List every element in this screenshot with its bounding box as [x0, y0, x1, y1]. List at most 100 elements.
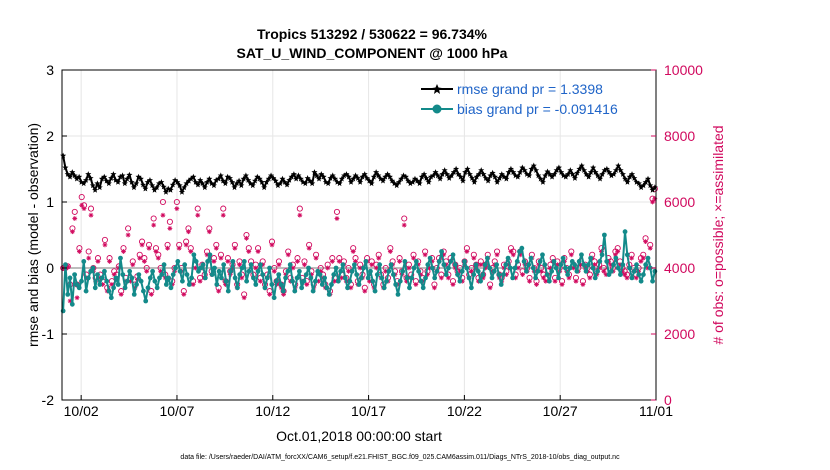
obs-assimilated-point: [253, 265, 259, 271]
bias-point: [588, 255, 594, 261]
bias-series: [60, 229, 658, 314]
y2-axis-label: # of obs: o=possible; ×=assimilated: [710, 125, 726, 344]
bias-point: [395, 292, 401, 297]
rmse-point: [448, 172, 455, 179]
rmse-point: [402, 173, 409, 180]
x-tick-label: 10/07: [159, 403, 194, 419]
bias-point: [257, 262, 263, 268]
obs-assimilated-point: [151, 222, 157, 228]
bias-point: [471, 272, 477, 277]
y-tick-label: 3: [46, 62, 54, 78]
rmse-point: [112, 177, 119, 183]
rmse-point: [466, 171, 473, 177]
rmse-point: [526, 172, 533, 179]
obs-assimilated-point: [269, 242, 275, 248]
bias-point: [452, 262, 458, 268]
bias-point: [480, 272, 486, 277]
rmse-point: [290, 171, 297, 177]
rmse-point: [146, 177, 153, 183]
rmse-point: [217, 172, 224, 179]
bias-point: [129, 275, 135, 281]
bias-point: [487, 265, 493, 271]
bias-point: [618, 272, 623, 277]
rmse-point: [87, 175, 94, 181]
rmse-point: [338, 175, 345, 182]
rmse-point: [304, 175, 311, 181]
bias-point: [207, 252, 213, 258]
obs-assimilated-point: [285, 252, 291, 258]
rmse-point: [160, 183, 167, 190]
bias-point: [81, 259, 87, 264]
rmse-point: [256, 175, 263, 182]
obs-assimilated-point: [276, 262, 282, 268]
obs-assimilated-point: [186, 229, 191, 235]
bias-point: [622, 229, 628, 235]
rmse-point: [633, 179, 640, 185]
bias-point: [60, 308, 66, 314]
obs-assimilated-point: [587, 275, 593, 281]
rmse-point: [252, 177, 259, 184]
rmse-point: [485, 177, 492, 184]
obs-assimilated-point: [376, 255, 382, 261]
bias-point: [97, 282, 103, 287]
rmse-point: [366, 177, 373, 184]
obs-assimilated-point: [88, 212, 94, 218]
rmse-point: [473, 173, 480, 180]
rmse-point: [268, 172, 275, 179]
obs-assimilated-point: [237, 262, 242, 268]
rmse-point: [101, 173, 108, 180]
obs-assimilated-point: [255, 249, 261, 254]
rmse-point: [119, 172, 126, 179]
rmse-point: [114, 179, 122, 185]
obs-assimilated-point: [211, 259, 217, 264]
bias-point: [212, 265, 217, 271]
bias-point: [69, 301, 75, 307]
bias-point: [627, 265, 633, 271]
rmse-point: [539, 179, 546, 185]
rmse-point: [587, 169, 594, 175]
bias-point: [638, 278, 644, 284]
rmse-point: [361, 171, 368, 177]
bias-point: [615, 265, 621, 271]
bias-point: [423, 275, 428, 281]
rmse-point: [626, 173, 633, 180]
bias-point: [159, 272, 165, 277]
bias-point: [248, 262, 254, 268]
bias-point: [306, 265, 311, 271]
obs-assimilated-point: [346, 268, 351, 274]
rmse-point: [368, 180, 375, 187]
rmse-point: [421, 171, 428, 177]
rmse-point: [69, 169, 76, 175]
bias-point: [230, 259, 236, 264]
bias-point: [83, 288, 89, 294]
bias-point: [76, 285, 82, 291]
rmse-point: [585, 173, 592, 180]
obs-assimilated-point: [70, 229, 75, 235]
rmse-point: [270, 175, 277, 181]
obs-assimilated-point: [552, 278, 558, 284]
rmse-point: [194, 181, 201, 188]
obs-assimilated-point: [450, 282, 456, 287]
obs-assimilated-point: [297, 212, 303, 218]
rmse-point: [400, 172, 407, 179]
bias-point: [294, 275, 300, 281]
rmse-point: [322, 179, 329, 185]
bias-point: [352, 262, 357, 268]
rmse-point: [450, 169, 457, 175]
rmse-point: [199, 180, 206, 187]
rmse-point: [647, 182, 654, 189]
rmse-series: [60, 152, 658, 195]
obs-assimilated-point: [302, 262, 307, 268]
rmse-point: [535, 172, 542, 179]
rmse-point: [416, 180, 423, 187]
bias-point: [333, 265, 339, 271]
rmse-point: [628, 171, 636, 177]
rmse-point: [60, 152, 67, 159]
obs-assimilated-point: [471, 255, 477, 261]
bias-point: [193, 259, 199, 264]
obs-assimilated-point: [362, 288, 368, 294]
rmse-point: [162, 188, 169, 195]
rmse-point: [158, 179, 165, 185]
bias-point: [647, 265, 653, 271]
